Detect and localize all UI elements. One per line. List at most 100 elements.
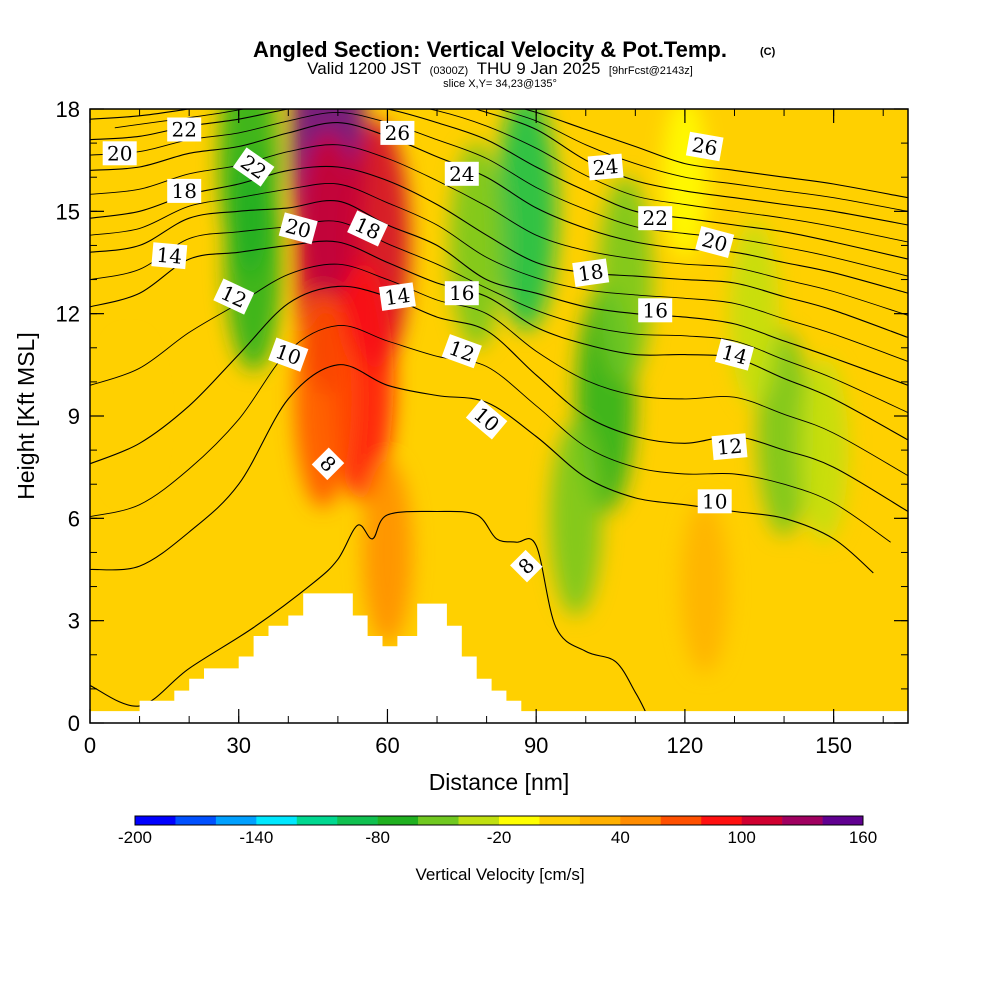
- contour-label-text: 26: [385, 121, 410, 145]
- colorbar-swatch: [782, 816, 823, 825]
- contour-label-text: 18: [171, 179, 196, 203]
- x-tick-label: 120: [667, 733, 704, 758]
- velocity-feature-14: [798, 358, 849, 543]
- valid-utc: (0300Z): [430, 65, 469, 77]
- colorbar-label: Vertical Velocity [cm/s]: [415, 865, 584, 884]
- theta-contour-16: [90, 199, 908, 386]
- contour-label-4: 14: [151, 242, 188, 270]
- theta-contour-10: [90, 364, 874, 574]
- contour-label-text: 16: [642, 298, 667, 322]
- colorbar-swatch: [296, 816, 338, 825]
- colorbar-swatch: [377, 816, 419, 825]
- contour-label-text: 24: [449, 162, 474, 186]
- contour-label-text: 14: [156, 243, 183, 269]
- contour-label-text: 20: [107, 141, 132, 165]
- contour-label-text: 26: [690, 132, 719, 160]
- contour-label-text: 18: [576, 259, 605, 286]
- velocity-feature-15: [681, 500, 729, 674]
- velocity-feature-16: [729, 221, 780, 406]
- title-copyright-mark: (C): [760, 46, 776, 58]
- y-tick-label: 3: [68, 609, 80, 634]
- colorbar-swatch: [418, 816, 459, 825]
- colorbar-swatch: [660, 816, 702, 825]
- theta-contour-14: [90, 240, 908, 441]
- colorbar-swatch: [701, 816, 742, 825]
- y-tick-label: 0: [68, 711, 80, 736]
- contour-label-text: 16: [449, 281, 474, 305]
- theta-contour-minor: [90, 325, 891, 543]
- contour-label-0: 20: [102, 141, 137, 166]
- x-tick-label: 60: [375, 733, 399, 758]
- contour-label-text: 24: [592, 154, 619, 180]
- contour-label-16: 24: [587, 153, 624, 181]
- velocity-feature-12: [549, 420, 602, 616]
- contour-label-text: 22: [171, 118, 196, 142]
- y-tick-label: 12: [56, 302, 80, 327]
- x-axis-label: Distance [nm]: [429, 769, 570, 795]
- contour-label-text: 10: [702, 489, 727, 513]
- contour-label-1: 22: [167, 117, 202, 142]
- theta-contour-20: [90, 122, 908, 294]
- colorbar-swatch: [620, 816, 662, 825]
- x-tick-label: 90: [524, 733, 548, 758]
- contour-label-text: 22: [642, 206, 667, 230]
- theta-contour-18: [90, 165, 908, 339]
- theta-contour-8: [90, 510, 646, 712]
- velocity-feature-6: [294, 290, 352, 508]
- colorbar-swatch: [741, 816, 783, 825]
- contour-label-8: 24: [444, 161, 479, 186]
- contour-label-text: 14: [383, 283, 412, 310]
- contour-label-10: 14: [378, 282, 416, 311]
- valid-fcst: [9hrFcst@2143z]: [609, 65, 693, 77]
- y-tick-label: 15: [56, 199, 80, 224]
- y-axis: 0 3 6 9 12 15 18: [56, 97, 908, 736]
- y-tick-label: 18: [56, 97, 80, 122]
- chart-title: Angled Section: Vertical Velocity & Pot.…: [253, 37, 727, 62]
- y-tick-label: 6: [68, 506, 80, 531]
- colorbar-swatch: [499, 816, 540, 825]
- valid-prefix: Valid 1200 JST: [307, 59, 421, 78]
- contour-label-7: 26: [380, 120, 415, 145]
- terrain: [90, 593, 908, 723]
- contour-label-3: 18: [167, 178, 202, 203]
- velocity-field: [108, 109, 849, 674]
- colorbar-tick-label: 100: [727, 828, 755, 847]
- velocity-feature-7: [362, 460, 413, 645]
- theta-contour-22: [90, 109, 908, 260]
- slice-info: slice X,Y= 34,23@135°: [443, 78, 557, 90]
- colorbar-swatch: [579, 816, 621, 825]
- contour-label-21: 16: [638, 298, 673, 323]
- theta-contour-12: [90, 285, 908, 512]
- theta-contour-24: [90, 109, 908, 226]
- theta-contour-minor: [90, 220, 908, 414]
- colorbar-swatch: [337, 816, 378, 825]
- y-tick-label: 9: [68, 404, 80, 429]
- colorbar-tick-label: 40: [611, 828, 630, 847]
- theta-contour-26: [522, 109, 908, 199]
- colorbar-swatch: [135, 816, 176, 825]
- velocity-feature-1: [219, 109, 279, 275]
- colorbar-swatch: [822, 816, 864, 825]
- velocity-feature-17: [108, 340, 151, 492]
- x-axis: 0 30 60 90 120 150: [84, 109, 884, 758]
- colorbar-swatch: [539, 816, 581, 825]
- colorbar-swatch: [458, 816, 500, 825]
- colorbar-tick-label: -200: [118, 828, 152, 847]
- contour-label-23: 12: [711, 433, 748, 461]
- x-tick-label: 30: [226, 733, 250, 758]
- contour-label-text: 12: [716, 434, 743, 460]
- theta-contour-minor: [90, 263, 908, 477]
- velocity-feature-8: [495, 109, 558, 331]
- colorbar-swatch: [215, 816, 257, 825]
- contour-label-17: 26: [685, 131, 724, 162]
- colorbar-tick-label: -20: [487, 828, 512, 847]
- valid-line: Valid 1200 JST (0300Z) THU 9 Jan 2025 [9…: [307, 59, 693, 78]
- contour-label-24: 10: [697, 489, 732, 514]
- y-axis-label: Height [Kft MSL]: [13, 332, 39, 499]
- x-tick-label: 0: [84, 733, 96, 758]
- theta-contour-minor: [90, 111, 908, 277]
- contour-label-18: 22: [638, 206, 673, 231]
- colorbar-tick-label: 160: [849, 828, 877, 847]
